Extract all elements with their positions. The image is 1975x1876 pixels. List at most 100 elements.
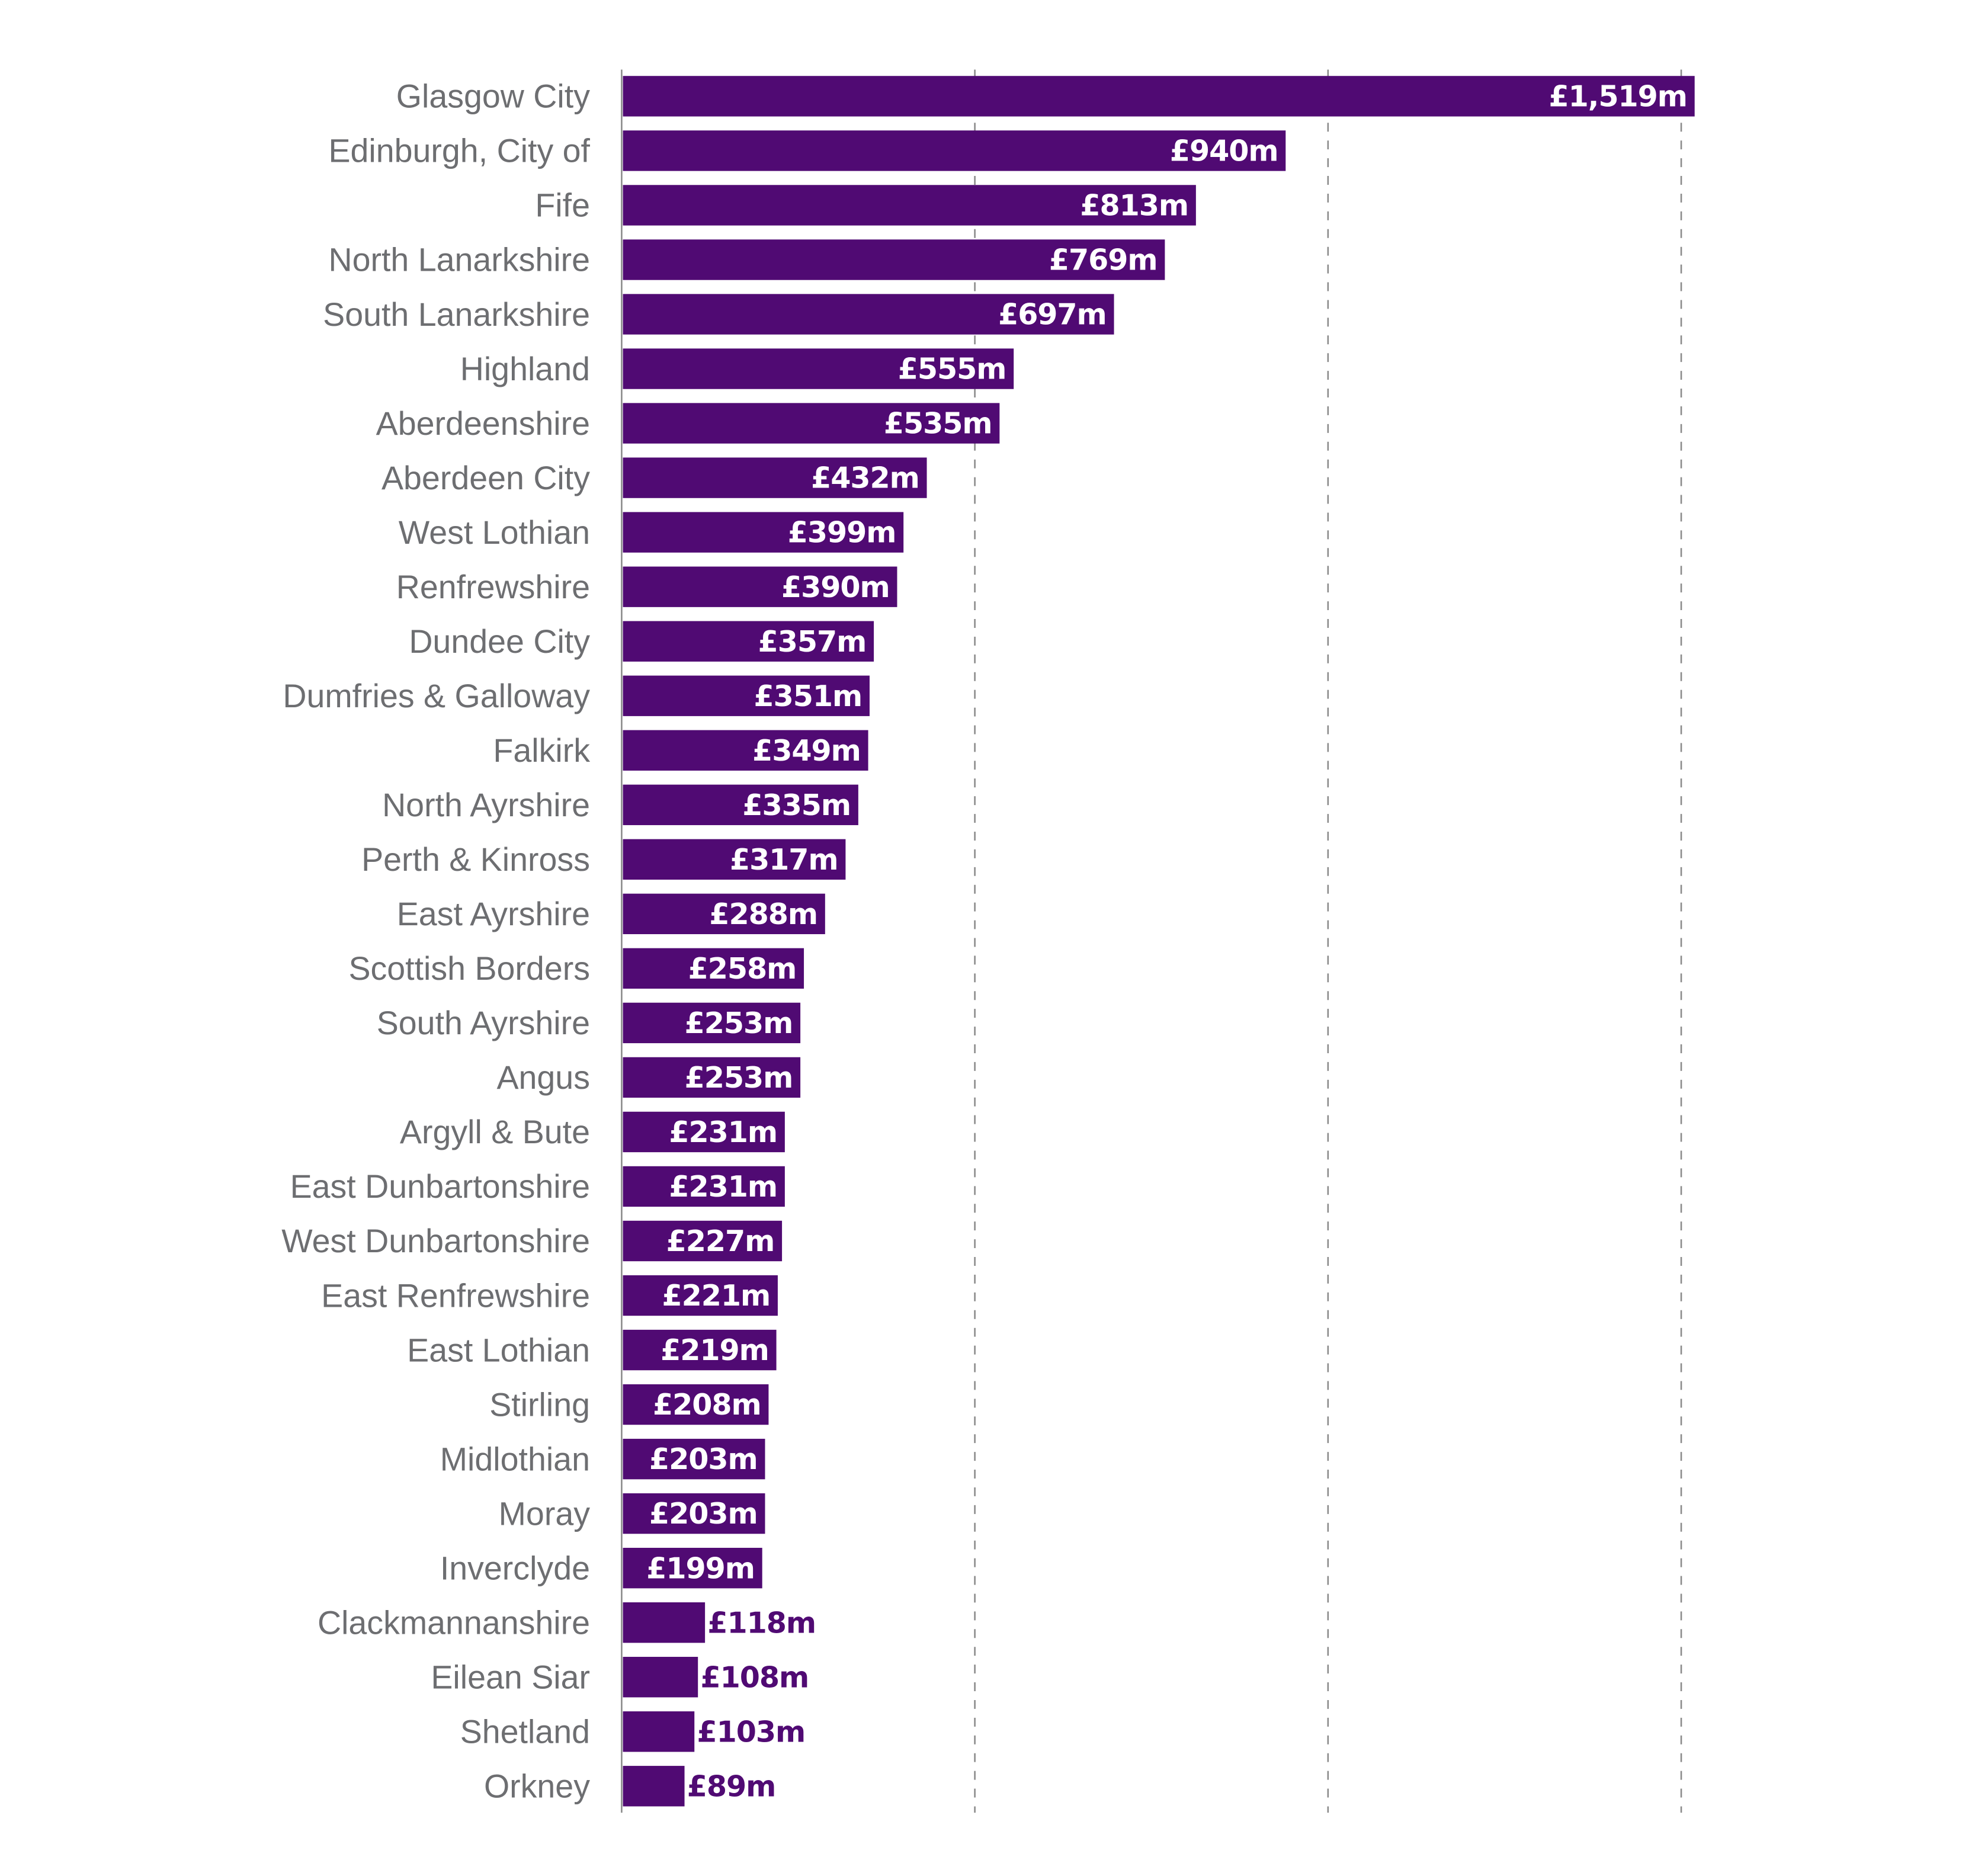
bar	[623, 1329, 777, 1371]
category-label: North Ayrshire	[382, 787, 590, 823]
category-label: Dumfries & Galloway	[283, 678, 590, 714]
bar	[623, 1493, 765, 1534]
bar	[623, 621, 874, 662]
category-label: South Lanarkshire	[323, 296, 590, 333]
category-label: Falkirk	[493, 732, 590, 769]
category-label: Dundee City	[409, 623, 590, 660]
value-labels: £1,519m £940m £813m £769m £697m £555m £535m £43…	[646, 79, 1688, 1804]
value-label: £258m	[688, 951, 797, 986]
category-labels: Glasgow City Edinburgh, City of Fife North …	[281, 78, 590, 1805]
category-label: Argyll & Bute	[400, 1114, 590, 1150]
value-label: £219m	[661, 1333, 769, 1367]
category-label: Renfrewshire	[396, 569, 590, 605]
bar	[623, 675, 870, 716]
category-label: Stirling	[489, 1386, 590, 1423]
bar	[623, 1111, 785, 1153]
bar	[623, 1220, 783, 1262]
value-label: £253m	[685, 1060, 793, 1095]
value-label: £351m	[754, 679, 862, 713]
bar	[623, 239, 1165, 280]
value-label: £288m	[709, 897, 817, 931]
category-label: Perth & Kinross	[361, 841, 590, 878]
value-label: £390m	[781, 570, 890, 604]
category-label: South Ayrshire	[377, 1005, 590, 1041]
bar	[623, 1002, 801, 1044]
category-label: Fife	[535, 187, 590, 224]
bars	[623, 76, 1695, 1807]
category-label: Shetland	[460, 1713, 590, 1750]
bar	[623, 1438, 765, 1480]
value-label: £103m	[697, 1714, 806, 1749]
value-label: £535m	[884, 406, 992, 441]
bar	[623, 1166, 785, 1207]
value-label: £432m	[811, 461, 919, 495]
category-label: Orkney	[484, 1768, 590, 1805]
bar	[623, 512, 904, 553]
value-label: £399m	[788, 515, 896, 550]
category-label: East Lothian	[407, 1332, 590, 1368]
bar	[623, 348, 1014, 389]
category-label: Aberdeen City	[381, 460, 590, 496]
category-label: Clackmannanshire	[318, 1604, 590, 1641]
value-label: £335m	[742, 788, 851, 822]
bar	[623, 1057, 801, 1098]
value-label: £231m	[669, 1115, 777, 1149]
category-label: East Dunbartonshire	[290, 1168, 590, 1205]
category-label: Angus	[496, 1059, 590, 1096]
value-label: £769m	[1049, 243, 1158, 277]
category-label: Inverclyde	[440, 1550, 590, 1586]
bar	[623, 1711, 695, 1752]
value-label: £253m	[685, 1006, 793, 1040]
value-label: £208m	[653, 1387, 761, 1422]
bar	[623, 185, 1196, 226]
bar	[623, 1766, 685, 1807]
category-label: East Renfrewshire	[321, 1277, 590, 1314]
bar	[623, 130, 1286, 171]
value-label: £231m	[669, 1169, 777, 1204]
value-label: £203m	[649, 1442, 758, 1476]
category-label: West Lothian	[399, 514, 590, 551]
value-label: £227m	[666, 1224, 775, 1258]
bar	[623, 948, 804, 989]
category-label: Scottish Borders	[348, 950, 590, 987]
value-label: £317m	[730, 842, 838, 877]
category-label: Aberdeenshire	[376, 405, 590, 442]
bar	[623, 1384, 769, 1425]
value-label: £357m	[758, 624, 867, 659]
category-label: West Dunbartonshire	[281, 1223, 590, 1259]
bar	[623, 294, 1114, 335]
value-label: £199m	[646, 1551, 755, 1585]
value-label: £555m	[898, 352, 1006, 386]
bar	[623, 1657, 698, 1698]
bar	[623, 893, 825, 935]
bar	[623, 403, 1000, 444]
bar	[623, 457, 927, 498]
value-label: £349m	[752, 733, 861, 768]
value-label: £940m	[1170, 134, 1278, 168]
bar	[623, 839, 846, 880]
category-label: East Ayrshire	[397, 896, 590, 932]
category-label: Moray	[499, 1495, 591, 1532]
value-label: £1,519m	[1549, 79, 1687, 114]
value-label: £221m	[662, 1278, 770, 1313]
value-label: £89m	[687, 1769, 776, 1803]
value-label: £203m	[649, 1496, 758, 1531]
value-label: £118m	[707, 1605, 816, 1640]
category-label: Highland	[460, 351, 590, 387]
category-label: Midlothian	[440, 1441, 590, 1477]
bar	[623, 566, 897, 607]
bar	[623, 784, 858, 825]
category-label: North Lanarkshire	[328, 242, 590, 278]
value-label: £813m	[1080, 188, 1188, 223]
bar	[623, 730, 868, 771]
category-label: Glasgow City	[396, 78, 590, 115]
bar	[623, 1547, 762, 1589]
value-label: £108m	[700, 1660, 809, 1694]
value-label: £697m	[998, 297, 1107, 332]
bar	[623, 1275, 778, 1316]
bar	[623, 76, 1695, 117]
category-label: Eilean Siar	[431, 1659, 590, 1695]
category-label: Edinburgh, City of	[328, 133, 590, 169]
bar	[623, 1602, 706, 1643]
